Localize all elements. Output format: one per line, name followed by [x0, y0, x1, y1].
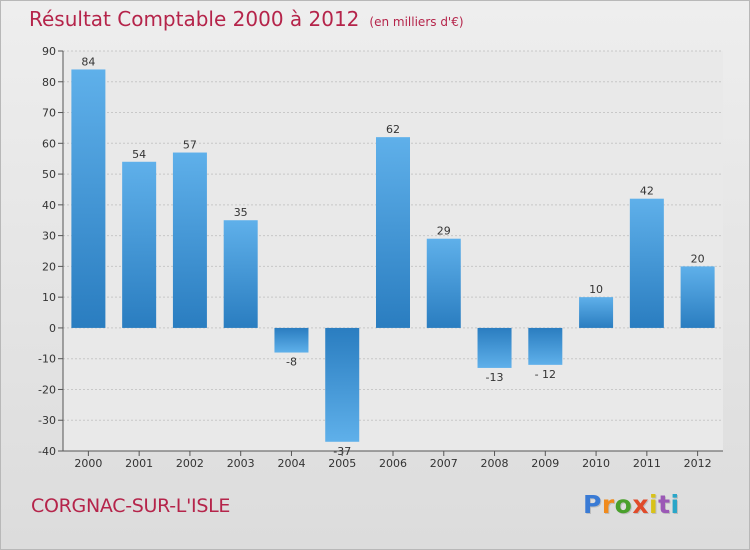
bar: [680, 266, 715, 328]
bar: [376, 137, 410, 328]
bar: [629, 198, 664, 328]
x-tick-label: 2009: [531, 457, 559, 470]
y-tick-label: 70: [42, 107, 56, 120]
data-label: - 12: [535, 368, 556, 381]
y-tick-label: 90: [42, 45, 56, 58]
y-tick-label: 50: [42, 168, 56, 181]
logo-letter: x: [632, 490, 649, 519]
y-tick-label: -20: [38, 383, 56, 396]
x-tick-label: 2003: [227, 457, 255, 470]
chart-subtitle: (en milliers d'€): [369, 15, 464, 29]
x-tick-label: 2001: [125, 457, 153, 470]
bar: [579, 297, 614, 328]
data-label: 57: [183, 139, 197, 152]
bar: [426, 238, 461, 328]
y-tick-label: 40: [42, 199, 56, 212]
x-tick-label: 2008: [481, 457, 509, 470]
data-label: -13: [486, 371, 504, 384]
data-label: 20: [691, 252, 705, 265]
data-label: 54: [132, 148, 146, 161]
x-tick-label: 2012: [684, 457, 712, 470]
x-tick-label: 2002: [176, 457, 204, 470]
y-tick-label: 30: [42, 230, 56, 243]
bar: [274, 327, 309, 353]
logo-letter: P: [583, 490, 602, 519]
data-label: 29: [437, 225, 451, 238]
x-tick-label: 2006: [379, 457, 407, 470]
y-tick-label: 80: [42, 76, 56, 89]
logo-letter: i: [670, 490, 680, 519]
bar: [172, 152, 207, 328]
bar: [122, 161, 157, 328]
x-tick-label: 2000: [74, 457, 102, 470]
data-label: 62: [386, 123, 400, 136]
x-tick-label: 2011: [633, 457, 661, 470]
data-label: 42: [640, 185, 654, 198]
data-label: 84: [81, 55, 95, 68]
bar: [223, 220, 258, 328]
data-label: 35: [234, 206, 248, 219]
y-tick-label: -40: [38, 445, 56, 458]
logo-letter: o: [614, 490, 633, 519]
y-tick-label: -30: [38, 414, 56, 427]
y-tick-label: 20: [42, 260, 56, 273]
proxiti-logo: Proxiti: [583, 490, 680, 519]
x-tick-label: 2005: [328, 457, 356, 470]
y-tick-label: 10: [42, 291, 56, 304]
x-tick-label: 2007: [430, 457, 458, 470]
bar: [71, 69, 106, 328]
commune-name: CORGNAC-SUR-L'ISLE: [31, 495, 231, 517]
chart-title: Résultat Comptable 2000 à 2012 (en millie…: [29, 7, 464, 31]
data-label: -8: [286, 356, 297, 369]
y-tick-label: 0: [49, 322, 56, 335]
x-tick-label: 2010: [582, 457, 610, 470]
x-tick-label: 2004: [277, 457, 305, 470]
bar: [528, 327, 563, 365]
bar: [477, 327, 512, 368]
logo-letter: t: [658, 490, 671, 519]
y-tick-label: 60: [42, 137, 56, 150]
logo-letter: r: [601, 490, 615, 519]
y-tick-label: -10: [38, 353, 56, 366]
bar: [325, 327, 360, 442]
data-label: 10: [589, 283, 603, 296]
logo-letter: i: [649, 490, 659, 519]
chart-title-text: Résultat Comptable 2000 à 2012: [29, 7, 360, 31]
